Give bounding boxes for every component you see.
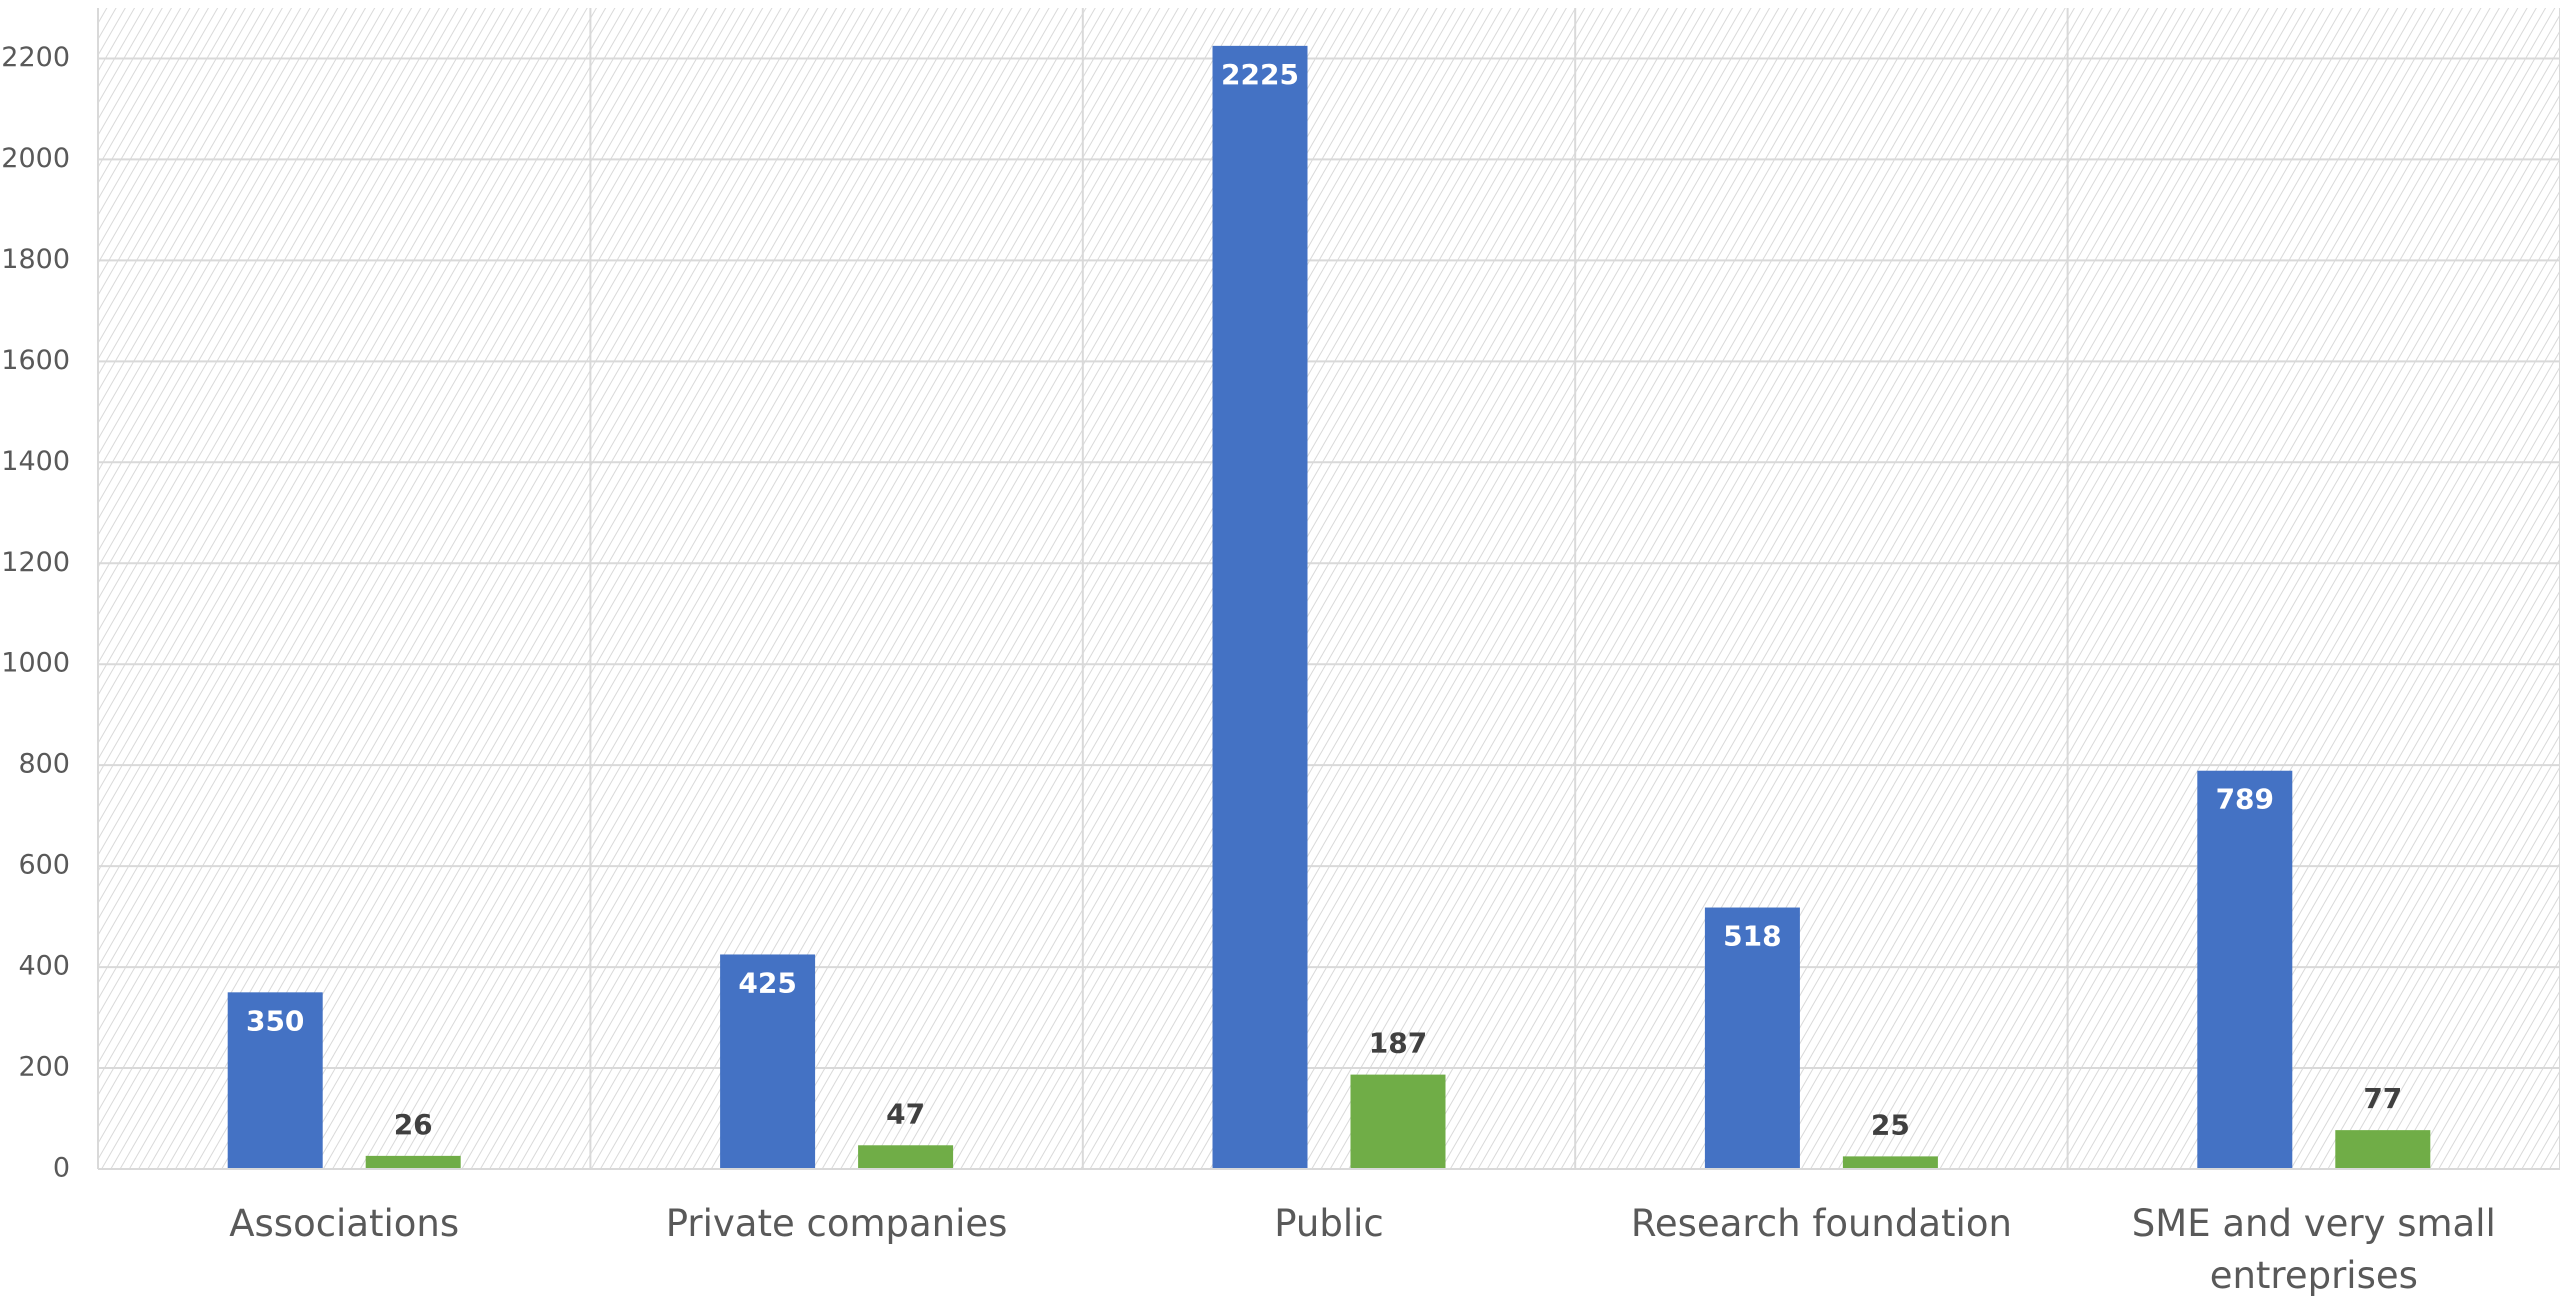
bar — [365, 1155, 461, 1169]
x-tick-label: SME and very small entreprises — [2131, 1202, 2496, 1297]
y-tick-label: 1800 — [1, 244, 70, 275]
data-label: 518 — [1723, 920, 1781, 953]
data-label: 2225 — [1221, 58, 1299, 91]
x-tick-label: Public — [1274, 1202, 1384, 1245]
bar — [720, 954, 816, 1169]
bar — [1212, 45, 1308, 1170]
y-tick-label: 1400 — [1, 446, 70, 477]
plot-background — [98, 8, 2560, 1169]
bar — [1350, 1074, 1446, 1169]
y-tick-label: 600 — [18, 850, 70, 881]
data-label: 77 — [2363, 1082, 2402, 1115]
y-tick-label: 1600 — [1, 345, 70, 376]
data-label: 25 — [1871, 1108, 1910, 1141]
bar — [858, 1145, 954, 1169]
y-tick-label: 800 — [18, 749, 70, 780]
bar — [227, 992, 323, 1169]
bar — [1842, 1156, 1938, 1169]
bar — [1704, 907, 1800, 1169]
data-label: 47 — [886, 1097, 925, 1130]
x-tick-label: Private companies — [665, 1202, 1008, 1245]
y-tick-label: 200 — [18, 1052, 70, 1083]
data-label: 789 — [2216, 783, 2274, 816]
x-tick-label: Associations — [229, 1202, 460, 1245]
y-tick-label: 400 — [18, 951, 70, 982]
y-tick-label: 2200 — [1, 42, 70, 73]
data-label: 425 — [738, 966, 796, 999]
data-label: 187 — [1369, 1027, 1427, 1060]
y-tick-label: 0 — [53, 1153, 70, 1184]
bar — [2335, 1130, 2431, 1169]
y-tick-label: 1200 — [1, 547, 70, 578]
x-tick-label: Research foundation — [1630, 1202, 2012, 1245]
data-label: 350 — [246, 1004, 304, 1037]
bar — [2197, 770, 2293, 1169]
y-tick-label: 2000 — [1, 143, 70, 174]
data-label: 26 — [394, 1108, 433, 1141]
y-tick-label: 1000 — [1, 648, 70, 679]
